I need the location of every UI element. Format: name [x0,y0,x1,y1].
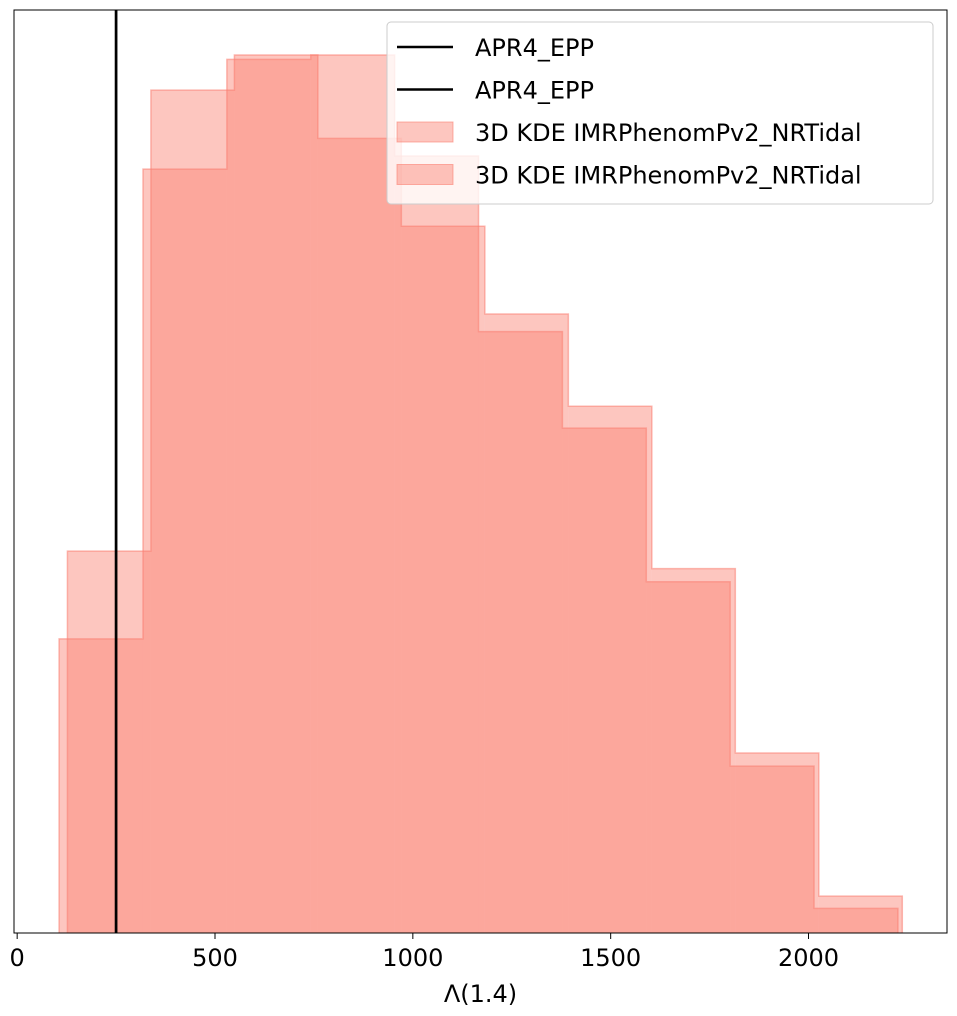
legend-entry: 3D KDE IMRPhenomPv2_NRTidal [396,162,862,190]
histogram-bar [646,581,731,933]
plot-frame [13,9,948,934]
histogram-bars [58,54,904,934]
histogram-bar [651,568,736,933]
legend-label: APR4_EPP [475,34,594,62]
series-1 [66,54,904,934]
histogram-bar [814,908,898,933]
histogram-bar [310,55,395,933]
histogram-bar [59,638,143,933]
legend-label: 3D KDE IMRPhenomPv2_NRTidal [475,162,862,190]
histogram-bar [568,406,652,933]
x-tick-label: 0 [10,944,25,972]
histogram-bar [67,551,151,933]
legend-box [386,21,934,205]
histogram-outline [66,54,904,933]
x-axis-ticks: 0 500 1000 1500 2000 [10,933,839,972]
histogram-bar [394,155,479,934]
histogram-bar [478,331,563,933]
x-tick-label: 1000 [382,944,443,972]
histogram-bar [484,314,569,933]
series-2 [58,54,899,934]
histogram-bar [730,766,815,933]
histogram-bar [818,896,903,933]
x-tick-label: 1500 [580,944,641,972]
legend-entry: APR4_EPP [397,77,594,105]
legend: APR4_EPP APR4_EPP 3D KDE IMRPhenomPv2_NRTi… [386,21,934,205]
histogram-bar [317,138,402,933]
legend-patch-swatch [396,164,454,185]
legend-label: 3D KDE IMRPhenomPv2_NRTidal [475,119,862,147]
legend-items: APR4_EPP APR4_EPP 3D KDE IMRPhenomPv2_NRTi… [396,34,862,190]
x-tick-label: 2000 [778,944,839,972]
legend-entry: APR4_EPP [397,34,594,62]
x-axis-label: Λ(1.4) [444,980,517,1008]
histogram-bar [234,55,318,933]
histogram-bar [401,226,485,933]
legend-patch-swatch [396,121,454,143]
histogram-bar [735,753,819,933]
histogram-bar [142,169,227,933]
histogram-outline [58,54,899,933]
histogram-bar [562,428,647,933]
histogram-bar [150,90,235,934]
histogram-bar [226,59,311,933]
legend-label: APR4_EPP [475,77,594,105]
legend-entry: 3D KDE IMRPhenomPv2_NRTidal [396,119,862,147]
x-tick-label: 500 [192,944,238,972]
